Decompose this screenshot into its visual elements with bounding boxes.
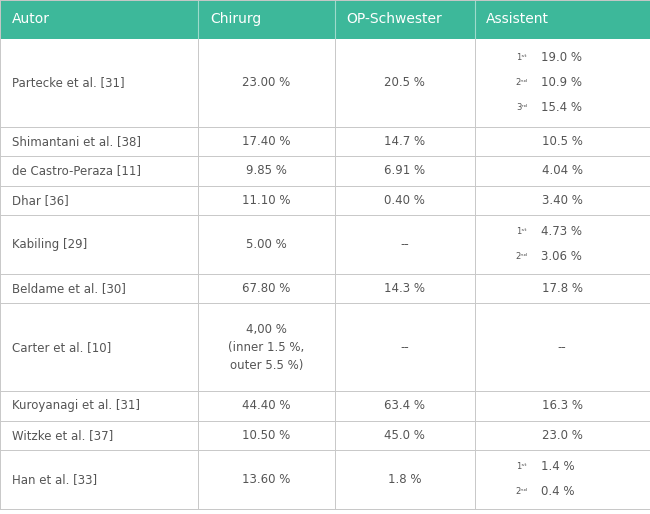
Text: Autor: Autor — [12, 12, 49, 26]
Text: 15.4 %: 15.4 % — [541, 101, 582, 114]
Text: 67.80 %: 67.80 % — [242, 282, 291, 295]
Text: 20.5 %: 20.5 % — [384, 76, 425, 89]
Bar — [0, 420, 650, 450]
Text: 17.8 %: 17.8 % — [541, 282, 583, 295]
Text: 14.3 %: 14.3 % — [384, 282, 425, 295]
Bar — [0, 127, 650, 156]
Text: 10.50 %: 10.50 % — [242, 429, 291, 442]
Text: --: -- — [558, 341, 567, 354]
Text: --: -- — [400, 341, 409, 354]
Bar — [0, 391, 650, 420]
Text: 0.40 %: 0.40 % — [384, 194, 425, 207]
Bar — [0, 215, 650, 273]
Text: 1.4 %: 1.4 % — [541, 461, 575, 473]
Bar — [0, 186, 650, 215]
Text: Dhar [36]: Dhar [36] — [12, 194, 68, 207]
Text: 6.91 %: 6.91 % — [384, 164, 425, 177]
Text: Partecke et al. [31]: Partecke et al. [31] — [12, 76, 124, 89]
Text: 13.60 %: 13.60 % — [242, 473, 291, 486]
Text: 23.00 %: 23.00 % — [242, 76, 291, 89]
Text: 3.40 %: 3.40 % — [542, 194, 582, 207]
Text: 4.73 %: 4.73 % — [541, 225, 582, 238]
Text: 9.85 %: 9.85 % — [246, 164, 287, 177]
Text: 1ˢᵗ: 1ˢᵗ — [516, 463, 527, 471]
Text: 16.3 %: 16.3 % — [541, 399, 583, 412]
Bar — [0, 39, 650, 127]
Text: 14.7 %: 14.7 % — [384, 135, 425, 148]
Text: 19.0 %: 19.0 % — [541, 51, 582, 64]
Text: Carter et al. [10]: Carter et al. [10] — [12, 341, 111, 354]
Text: Chirurg: Chirurg — [210, 12, 261, 26]
Text: 17.40 %: 17.40 % — [242, 135, 291, 148]
Text: 10.9 %: 10.9 % — [541, 76, 582, 89]
Bar — [0, 156, 650, 186]
Text: 2ⁿᵈ: 2ⁿᵈ — [515, 78, 527, 87]
Text: 63.4 %: 63.4 % — [384, 399, 425, 412]
Text: Shimantani et al. [38]: Shimantani et al. [38] — [12, 135, 140, 148]
Bar — [0, 303, 650, 391]
Bar — [0, 450, 650, 509]
Text: 10.5 %: 10.5 % — [542, 135, 582, 148]
Text: 3ʳᵈ: 3ʳᵈ — [516, 103, 527, 112]
Text: 3.06 %: 3.06 % — [541, 250, 582, 263]
Text: 2ⁿᵈ: 2ⁿᵈ — [515, 252, 527, 261]
Text: 2ⁿᵈ: 2ⁿᵈ — [515, 487, 527, 497]
Bar — [0, 273, 650, 303]
Bar — [0, 0, 650, 39]
Text: Witzke et al. [37]: Witzke et al. [37] — [12, 429, 113, 442]
Text: --: -- — [400, 238, 409, 251]
Text: 4.04 %: 4.04 % — [541, 164, 583, 177]
Text: 1ˢᵗ: 1ˢᵗ — [516, 227, 527, 236]
Text: OP-Schwester: OP-Schwester — [346, 12, 442, 26]
Text: 23.0 %: 23.0 % — [542, 429, 582, 442]
Text: 4,00 %
(inner 1.5 %,
outer 5.5 %): 4,00 % (inner 1.5 %, outer 5.5 %) — [228, 323, 305, 372]
Text: de Castro-Peraza [11]: de Castro-Peraza [11] — [12, 164, 140, 177]
Text: 1ˢᵗ: 1ˢᵗ — [516, 53, 527, 62]
Text: Kabiling [29]: Kabiling [29] — [12, 238, 87, 251]
Text: 44.40 %: 44.40 % — [242, 399, 291, 412]
Text: Beldame et al. [30]: Beldame et al. [30] — [12, 282, 125, 295]
Text: 0.4 %: 0.4 % — [541, 485, 575, 499]
Text: Han et al. [33]: Han et al. [33] — [12, 473, 97, 486]
Text: Assistent: Assistent — [486, 12, 549, 26]
Text: 5.00 %: 5.00 % — [246, 238, 287, 251]
Text: 1.8 %: 1.8 % — [388, 473, 421, 486]
Text: 45.0 %: 45.0 % — [384, 429, 425, 442]
Text: 11.10 %: 11.10 % — [242, 194, 291, 207]
Text: Kuroyanagi et al. [31]: Kuroyanagi et al. [31] — [12, 399, 140, 412]
